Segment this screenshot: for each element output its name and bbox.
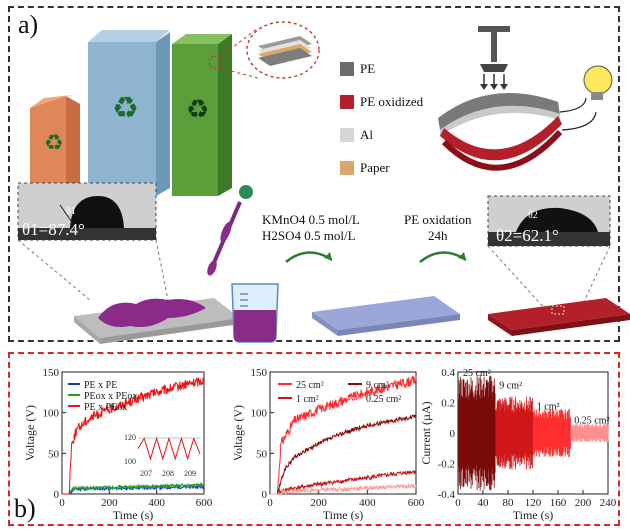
legend-label-3: 0.25 cm² (366, 394, 401, 405)
contact-angle-image-2 (487, 195, 611, 247)
series-line-3 (270, 482, 417, 496)
x-tick-label: 0 (455, 497, 461, 509)
legend-label-pe: PE (360, 61, 376, 76)
legend-swatch-al (340, 128, 354, 142)
x-tick-label: 400 (359, 497, 376, 509)
panel-a-label: a) (18, 10, 39, 39)
y-tick-label: 50 (48, 448, 60, 460)
svg-text:♻: ♻ (112, 92, 139, 125)
x-tick-label: 600 (408, 497, 425, 509)
x-tick-label: 600 (196, 497, 213, 509)
angle1-value: θ1=87.4° (22, 220, 85, 239)
legend-swatch-pe-oxidized (340, 95, 354, 109)
angle1-subscript: θ1 (66, 206, 76, 217)
y-tick-label: 50 (256, 448, 268, 460)
series-line-1 (270, 414, 417, 495)
legend-label-0: 25 cm² (296, 380, 324, 391)
legend-label-al: Al (360, 127, 373, 142)
legend-label-pe-oxidized: PE oxidized (360, 94, 424, 109)
inset-x-tick: 209 (184, 469, 196, 478)
series-line-0 (270, 375, 417, 495)
legend-swatch-paper (340, 161, 354, 175)
x-axis-label: Time (s) (113, 508, 154, 522)
legend-label-0: PE x PE (84, 380, 117, 391)
legend-label-2: PE x PEox (84, 402, 127, 413)
panel-a (8, 6, 620, 342)
carton-tall-blue: ♻ (88, 30, 170, 196)
y-tick-label: 0.2 (441, 398, 455, 410)
legend-swatch-pe (340, 62, 354, 76)
x-axis-label: Time (s) (513, 508, 554, 522)
x-tick-label: 200 (310, 497, 327, 509)
x-tick-label: 80 (503, 497, 515, 509)
segment-label-0: 25 cm² (463, 368, 491, 379)
y-axis-label: Voltage (V) (23, 405, 37, 461)
y-tick-label: 150 (251, 367, 268, 379)
legend-label-1: 9 cm² (366, 380, 389, 391)
series-line-1 (62, 482, 204, 495)
reagent-line-2: H2SO4 0.5 mol/L (262, 228, 356, 243)
y-tick-label: 100 (43, 408, 60, 420)
angle2-subscript: θ2 (528, 210, 538, 221)
segment-label-3: 0.25 cm² (574, 415, 609, 426)
inset-y-tick: 120 (124, 433, 136, 442)
y-tick-label: 150 (43, 367, 60, 379)
x-axis-label: Time (s) (323, 508, 364, 522)
inset-y-tick: 100 (124, 457, 136, 466)
layer-zoom-circle (219, 21, 320, 79)
x-tick-label: 160 (550, 497, 567, 509)
y-axis-label: Voltage (V) (231, 405, 245, 461)
angle2-value: θ2=62.1° (496, 226, 559, 245)
y-tick-label: 0 (54, 489, 60, 501)
legend-label-2: 1 cm² (296, 394, 319, 405)
teng-device-illustration (438, 26, 613, 171)
panel-b (8, 352, 620, 526)
x-tick-label: 0 (267, 497, 273, 509)
y-axis-label: Current (µA) (419, 401, 433, 464)
x-tick-label: 0 (59, 497, 65, 509)
legend-label-paper: Paper (360, 160, 390, 175)
inset-series-line (137, 436, 201, 461)
x-tick-label: 400 (148, 497, 165, 509)
panel-b-label: b) (14, 494, 36, 523)
carton-green: ♻ (172, 34, 232, 196)
svg-text:♻: ♻ (186, 95, 209, 124)
y-tick-label: -0.2 (438, 459, 455, 471)
step-line-2: 24h (428, 228, 448, 243)
svg-text:♻: ♻ (44, 130, 64, 155)
y-tick-label: 0 (450, 428, 456, 440)
reagent-line-1: KMnO4 0.5 mol/L (262, 212, 360, 227)
step-line-1: PE oxidation (404, 212, 472, 227)
y-tick-label: 100 (251, 408, 268, 420)
plate-purple-stain (74, 298, 240, 344)
legend-label-1: PEox x PEox (84, 391, 137, 402)
segment-label-2: 1 cm² (537, 402, 560, 413)
x-tick-label: 240 (600, 497, 617, 509)
series-line-2 (270, 469, 417, 495)
plot-frame-1 (61, 371, 205, 495)
y-tick-label: -0.4 (438, 489, 456, 501)
inset-x-tick: 208 (162, 469, 174, 478)
y-tick-label: 0.4 (441, 367, 455, 379)
plate-blue (312, 296, 460, 336)
y-tick-label: 0 (262, 489, 268, 501)
x-tick-label: 200 (575, 497, 592, 509)
plate-red (488, 298, 630, 336)
beaker (231, 283, 279, 343)
inset-x-tick: 207 (140, 469, 152, 478)
contact-angle-image-1 (17, 182, 157, 241)
x-tick-label: 200 (101, 497, 118, 509)
carton-small: ♻ (30, 94, 80, 192)
segment-label-1: 9 cm² (499, 380, 522, 391)
swab (207, 185, 253, 276)
x-tick-label: 40 (478, 497, 490, 509)
series-line-2 (62, 376, 205, 495)
x-tick-label: 120 (525, 497, 542, 509)
plot-frame-2 (269, 371, 417, 495)
